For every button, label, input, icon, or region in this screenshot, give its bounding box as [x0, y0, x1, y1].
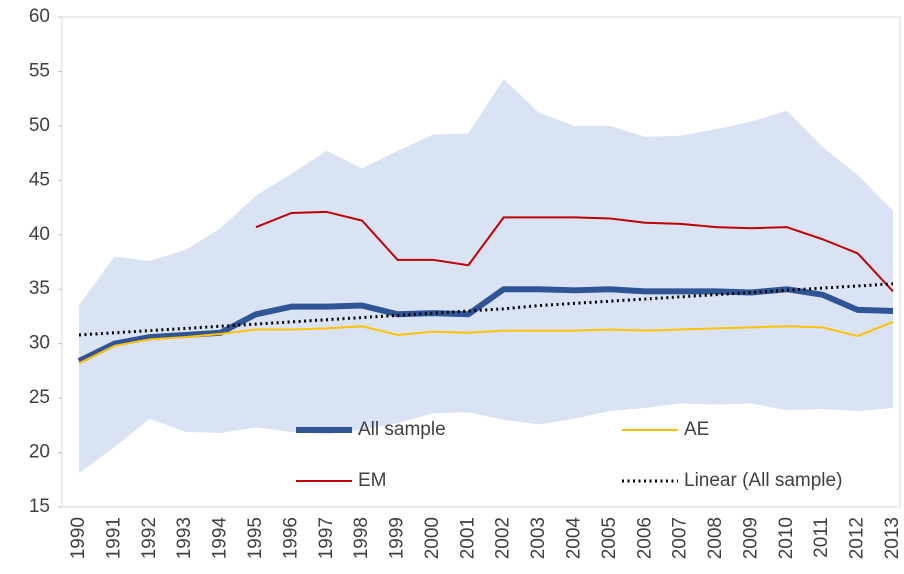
y-tick-label: 60 [29, 6, 50, 27]
x-tick-label: 1996 [280, 517, 301, 559]
y-tick-label: 20 [29, 442, 50, 463]
x-tick-label: 2005 [599, 517, 620, 559]
y-tick-label: 50 [29, 115, 50, 136]
x-tick-label: 2009 [740, 517, 761, 559]
series-line [255, 210, 894, 293]
x-tick-label: 2012 [847, 517, 868, 559]
x-tick-label: 2001 [457, 517, 478, 559]
legend-label: Linear (All sample) [684, 470, 842, 491]
x-tick-label: 1991 [103, 517, 124, 559]
x-tick-label: 2006 [634, 517, 655, 559]
x-tick-label: 2002 [493, 517, 514, 559]
y-tick-label: 40 [29, 224, 50, 245]
x-tick-label: 2003 [528, 517, 549, 559]
x-tick-label: 1998 [351, 517, 372, 559]
x-tick-label: 2004 [563, 517, 584, 560]
legend-label: EM [358, 470, 387, 491]
x-tick-label: 2007 [670, 517, 691, 559]
x-tick-label: 2008 [705, 517, 726, 559]
x-tick-label: 2011 [811, 517, 832, 558]
x-tick-label: 2000 [422, 517, 443, 559]
x-tick-label: 1990 [68, 517, 89, 559]
y-tick-label: 35 [29, 278, 50, 299]
y-tick-label: 30 [29, 333, 50, 354]
series-line [78, 282, 894, 337]
series-line [77, 286, 894, 364]
x-tick-label: 1993 [174, 517, 195, 559]
plot-border [61, 16, 901, 508]
y-tick-label: 25 [29, 387, 50, 408]
x-tick-label: 1999 [387, 517, 408, 559]
x-tick-label: 2010 [776, 517, 797, 559]
x-tick-label: 2013 [882, 517, 903, 559]
y-tick-label: 55 [29, 60, 50, 81]
series-line [78, 320, 894, 365]
x-tick-label: 1992 [139, 517, 160, 559]
x-tick-label: 1997 [316, 517, 337, 559]
y-tick-label: 15 [29, 496, 50, 517]
legend-label: All sample [358, 419, 446, 440]
x-tick-label: 1994 [210, 517, 231, 560]
x-tick-label: 1995 [245, 517, 266, 559]
range-band [79, 79, 893, 474]
legend-label: AE [684, 419, 709, 440]
y-tick-label: 45 [29, 169, 50, 190]
